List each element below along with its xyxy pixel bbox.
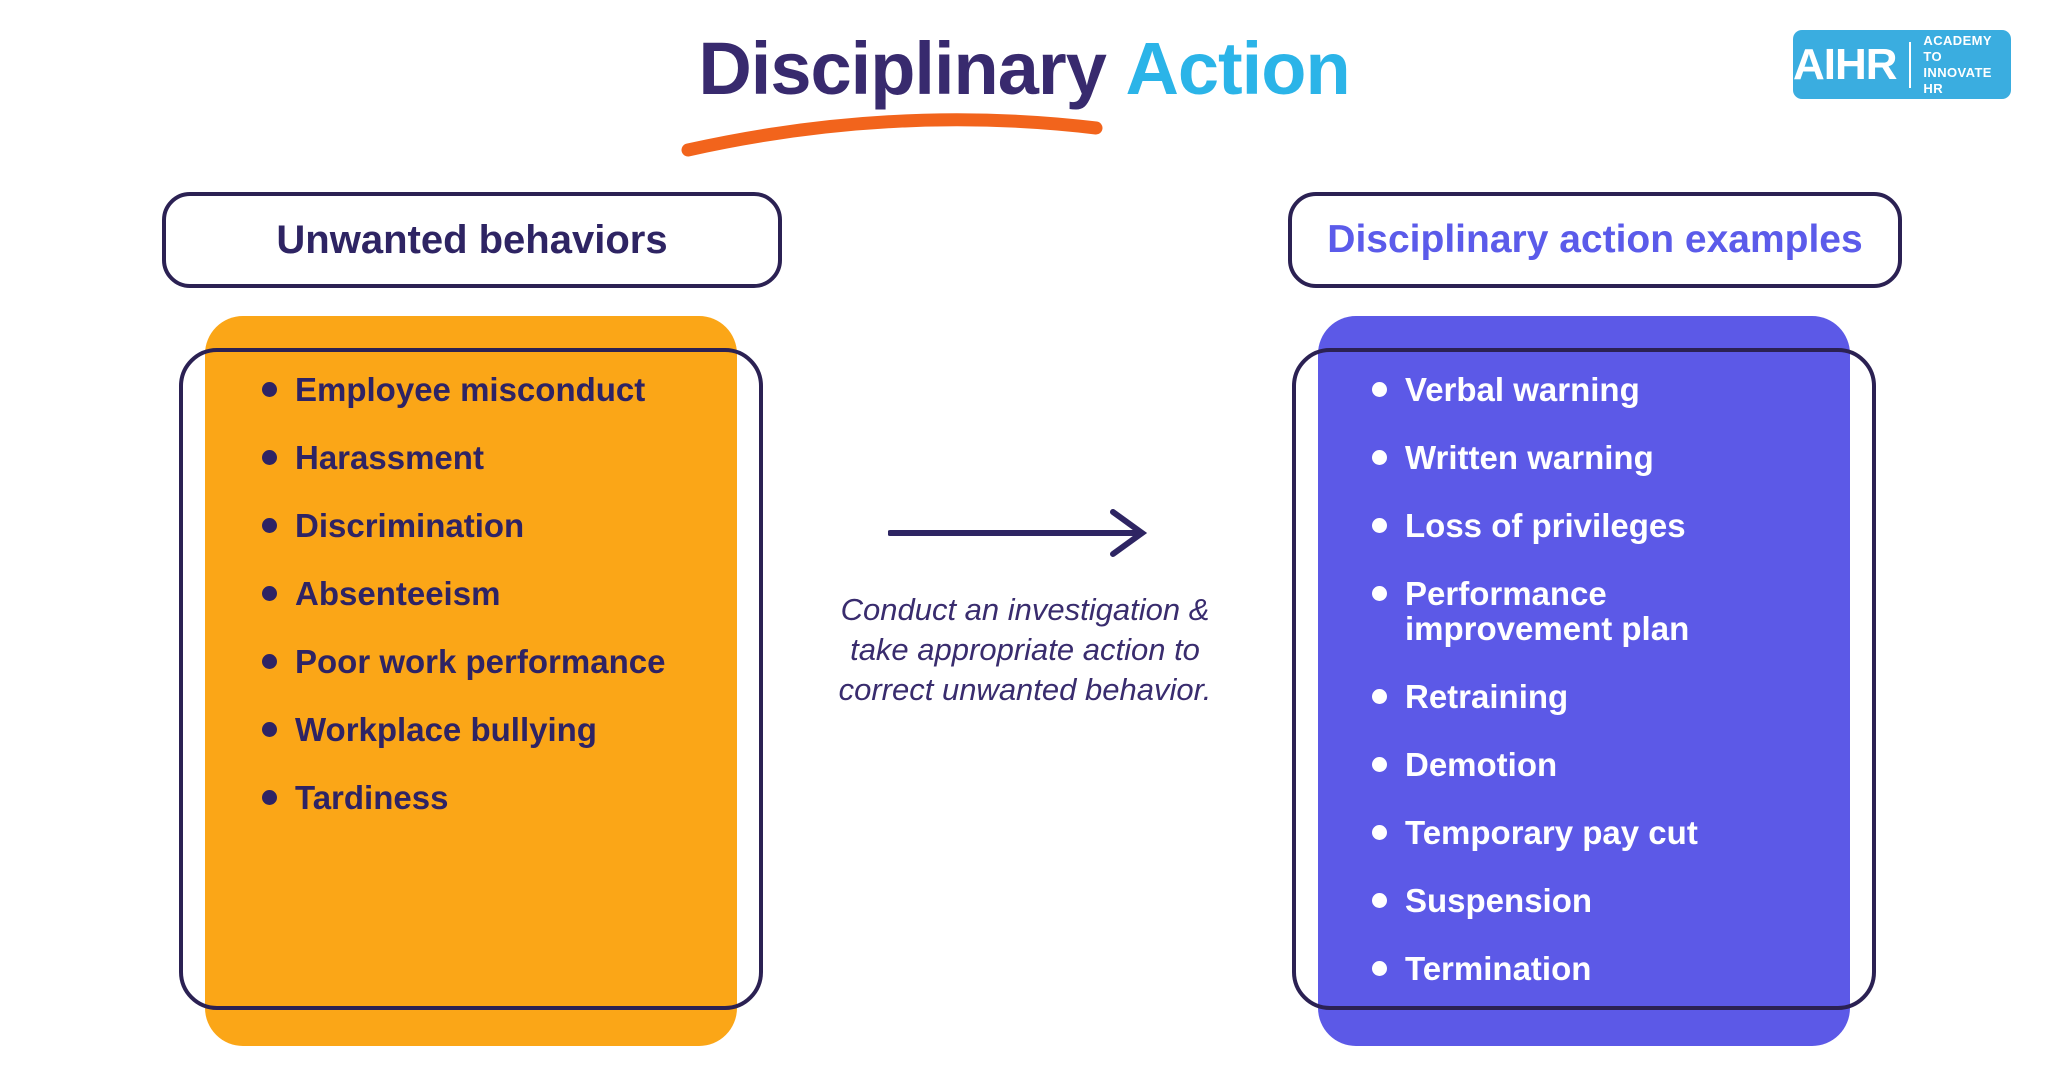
- logo-tagline-line2: INNOVATE HR: [1923, 64, 1992, 96]
- disciplinary-examples-list: Verbal warning Written warning Loss of p…: [1372, 372, 1735, 1019]
- unwanted-behaviors-card-outline: [179, 348, 763, 1010]
- list-item-label: Retraining: [1405, 678, 1569, 715]
- list-item: Demotion: [1372, 747, 1735, 782]
- center-caption: Conduct an investigation & take appropri…: [818, 590, 1232, 710]
- list-item-label: Employee misconduct: [295, 371, 646, 408]
- list-item: Employee misconduct: [262, 372, 665, 407]
- list-item-label: Harassment: [295, 439, 484, 476]
- list-item-label: Written warning: [1405, 439, 1654, 476]
- logo-divider: [1908, 41, 1912, 88]
- disciplinary-examples-header-label: Disciplinary action examples: [1327, 218, 1863, 261]
- list-item-label: Tardiness: [295, 779, 449, 816]
- list-item-label: Termination: [1405, 950, 1592, 987]
- disciplinary-examples-card: [1318, 316, 1850, 1046]
- center-caption-line3: correct unwanted behavior.: [838, 672, 1212, 707]
- unwanted-behaviors-list: Employee misconduct Harassment Discrimin…: [262, 372, 665, 848]
- bullet-dot: [262, 382, 277, 397]
- logo-tagline-line1: ACADEMY TO: [1923, 32, 1992, 64]
- page-title-word2: Action: [1125, 27, 1350, 110]
- page-title: Disciplinary Action: [0, 26, 2048, 111]
- bullet-dot: [262, 518, 277, 533]
- list-item: Tardiness: [262, 780, 665, 815]
- list-item-label: Poor work performance: [295, 643, 666, 680]
- list-item-label: Verbal warning: [1405, 371, 1640, 408]
- bullet-dot: [262, 586, 277, 601]
- bullet-dot: [1372, 825, 1387, 840]
- bullet-dot: [1372, 518, 1387, 533]
- page-title-word1: Disciplinary: [698, 27, 1107, 110]
- unwanted-behaviors-header-label: Unwanted behaviors: [276, 217, 668, 262]
- list-item: Verbal warning: [1372, 372, 1735, 407]
- underline-swoosh-shape: [681, 113, 1103, 157]
- bullet-dot: [1372, 450, 1387, 465]
- unwanted-behaviors-header: Unwanted behaviors: [162, 192, 782, 288]
- list-item-label: Workplace bullying: [295, 711, 597, 748]
- list-item: Temporary pay cut: [1372, 815, 1735, 850]
- list-item-label: Discrimination: [295, 507, 525, 544]
- aihr-logo-text: AIHR: [1793, 39, 1898, 89]
- bullet-dot: [1372, 689, 1387, 704]
- list-item: Termination: [1372, 951, 1735, 986]
- list-item-label: Absenteeism: [295, 575, 501, 612]
- bullet-dot: [262, 790, 277, 805]
- bullet-dot: [1372, 961, 1387, 976]
- list-item: Harassment: [262, 440, 665, 475]
- list-item: Discrimination: [262, 508, 665, 543]
- list-item: Absenteeism: [262, 576, 665, 611]
- bullet-dot: [1372, 586, 1387, 601]
- list-item: Performance improvement plan: [1372, 576, 1735, 646]
- list-item: Workplace bullying: [262, 712, 665, 747]
- list-item: Suspension: [1372, 883, 1735, 918]
- center-caption-line2: take appropriate action to: [850, 632, 1200, 667]
- right-arrow-icon: [888, 509, 1148, 557]
- bullet-dot: [262, 654, 277, 669]
- list-item-label: Demotion: [1405, 746, 1558, 783]
- bullet-dot: [1372, 757, 1387, 772]
- list-item: Poor work performance: [262, 644, 665, 679]
- disciplinary-examples-header: Disciplinary action examples: [1288, 192, 1902, 288]
- center-caption-line1: Conduct an investigation &: [840, 592, 1210, 627]
- aihr-logo: AIHR ACADEMY TO INNOVATE HR: [1793, 30, 2011, 99]
- bullet-dot: [262, 450, 277, 465]
- bullet-dot: [1372, 893, 1387, 908]
- bullet-dot: [262, 722, 277, 737]
- list-item: Loss of privileges: [1372, 508, 1735, 543]
- list-item-label: Loss of privileges: [1405, 507, 1686, 544]
- unwanted-behaviors-card: [205, 316, 737, 1046]
- list-item: Retraining: [1372, 679, 1735, 714]
- logo-tagline: ACADEMY TO INNOVATE HR: [1923, 33, 2011, 97]
- bullet-dot: [1372, 382, 1387, 397]
- disciplinary-examples-card-outline: [1292, 348, 1876, 1010]
- list-item-label: Performance improvement plan: [1405, 575, 1690, 647]
- list-item: Written warning: [1372, 440, 1735, 475]
- list-item-label: Suspension: [1405, 882, 1593, 919]
- list-item-label: Temporary pay cut: [1405, 814, 1698, 851]
